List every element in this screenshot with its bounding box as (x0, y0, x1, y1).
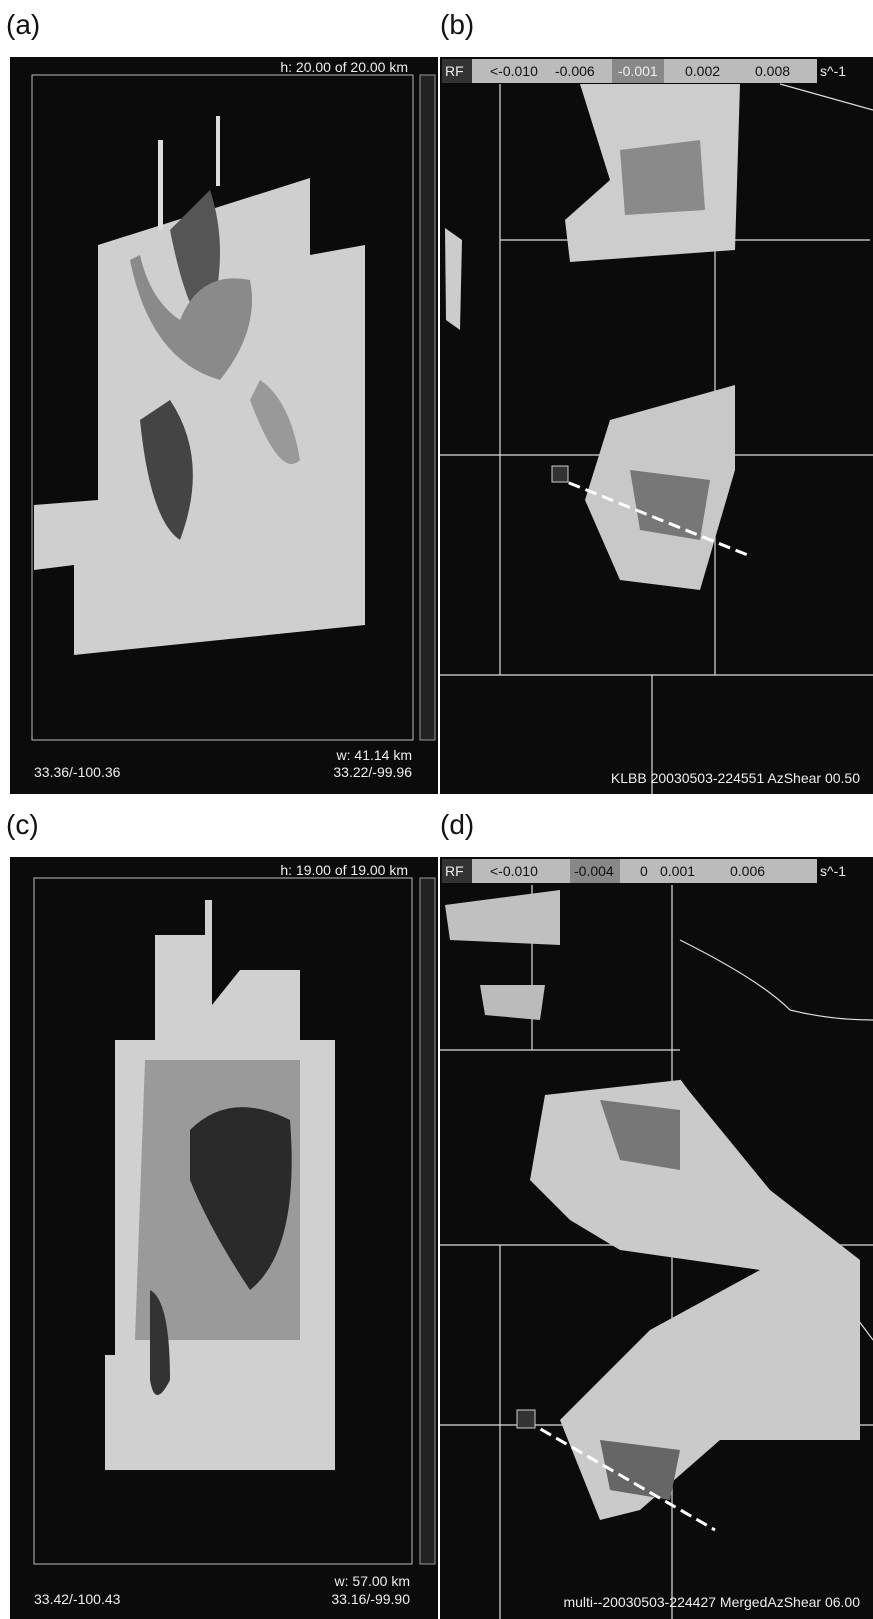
page: {"panels": [ {"label": "(a)", "header": … (0, 0, 873, 1619)
panel-d: RF <-0.010 -0.004 0 0.001 0.006 s^-1 mul… (440, 857, 873, 1619)
panel-a: h: 20.00 of 20.00 km w: 41.14 km 33.36/-… (10, 57, 438, 794)
width-label: w: 57.00 km (334, 1573, 410, 1589)
legend-unit: s^-1 (820, 63, 846, 79)
legend-item: 0.001 (660, 863, 695, 879)
panel-c: h: 19.00 of 19.00 km w: 57.00 km 33.42/-… (10, 857, 438, 1619)
legend-item: 0 (640, 863, 648, 879)
legend-item: -0.006 (555, 63, 595, 79)
legend-item: 0.002 (685, 63, 720, 79)
panel-b: RF <-0.010 -0.006 -0.001 0.002 0.008 s^-… (440, 57, 873, 794)
legend-unit: s^-1 (820, 863, 846, 879)
figure: (a) (b) (c) (d) h: 20.00 of 20.00 km w: … (0, 0, 873, 1619)
coord-left: 33.42/-100.43 (34, 1591, 121, 1607)
panel-label: (a) (6, 9, 40, 40)
coord-right: 33.22/-99.96 (333, 764, 412, 780)
legend-item: 0.008 (755, 63, 790, 79)
width-label: w: 41.14 km (336, 747, 412, 763)
legend-item: <-0.010 (490, 863, 538, 879)
height-label: h: 20.00 of 20.00 km (280, 59, 408, 75)
height-label: h: 19.00 of 19.00 km (280, 862, 408, 878)
legend-item: 0.006 (730, 863, 765, 879)
legend-item: -0.004 (574, 863, 614, 879)
panel-label: (d) (440, 809, 474, 840)
coord-right: 33.16/-99.90 (331, 1591, 410, 1607)
caption: multi--20030503-224427 MergedAzShear 06.… (563, 1594, 860, 1610)
caption: KLBB 20030503-224551 AzShear 00.50 (611, 770, 860, 786)
coord-left: 33.36/-100.36 (34, 764, 121, 780)
panel-label: (c) (6, 809, 39, 840)
legend-prefix: RF (445, 863, 464, 879)
legend-item: <-0.010 (490, 63, 538, 79)
legend-item: -0.001 (618, 63, 658, 79)
legend-prefix: RF (445, 63, 464, 79)
panel-label: (b) (440, 9, 474, 40)
